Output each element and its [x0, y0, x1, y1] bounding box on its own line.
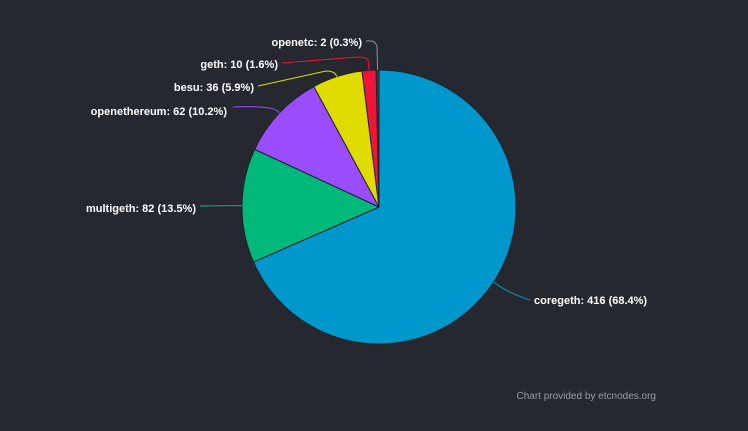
pie-slice-coregeth[interactable]: [253, 69, 517, 345]
chart-credit[interactable]: Chart provided by etcnodes.org: [516, 391, 656, 402]
pie-slice-multigeth[interactable]: [241, 148, 380, 263]
label-connector-openetc: [366, 40, 379, 71]
slice-label-besu: besu: 36 (5.9%): [174, 82, 254, 94]
slice-label-coregeth: coregeth: 416 (68.4%): [534, 295, 647, 307]
slice-label-openetc: openetc: 2 (0.3%): [272, 37, 363, 49]
label-connector-coregeth: [493, 281, 531, 301]
slice-label-multigeth: multigeth: 82 (13.5%): [86, 203, 196, 215]
pie-slice-openetc[interactable]: [375, 69, 380, 208]
label-connector-openethereum: [232, 106, 280, 114]
label-connectors: [199, 40, 531, 301]
pie-slices: [241, 69, 517, 345]
label-connector-geth: [281, 56, 370, 71]
pie-slice-openethereum[interactable]: [254, 86, 380, 208]
slice-label-openethereum: openethereum: 62 (10.2%): [91, 106, 228, 118]
slice-label-geth: geth: 10 (1.6%): [200, 59, 278, 71]
slice-labels: coregeth: 416 (68.4%) multigeth: 82 (13.5…: [86, 37, 647, 307]
label-connector-besu: [257, 70, 338, 87]
